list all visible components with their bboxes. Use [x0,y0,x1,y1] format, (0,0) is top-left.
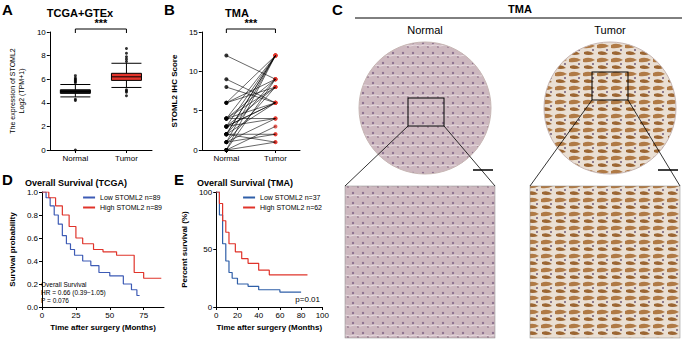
svg-text:Tumor: Tumor [264,154,287,163]
svg-text:20: 20 [233,311,242,320]
svg-text:HR = 0.66 (0.39−1.05): HR = 0.66 (0.39−1.05) [41,289,106,297]
svg-text:4: 4 [41,98,46,107]
svg-text:75: 75 [139,311,148,320]
svg-text:Low STOML2 n=37: Low STOML2 n=37 [260,194,320,201]
svg-text:Overall Survival: Overall Survival [41,281,87,288]
svg-text:TMA: TMA [508,3,532,15]
svg-text:Normal: Normal [407,24,442,36]
svg-text:6: 6 [41,75,46,84]
svg-text:p=0.01: p=0.01 [295,295,320,304]
svg-text:0.2: 0.2 [27,280,39,289]
svg-text:100: 100 [199,188,213,197]
svg-text:P = 0.076: P = 0.076 [41,297,69,304]
svg-text:STOML2 IHC Score: STOML2 IHC Score [170,54,179,127]
svg-text:15: 15 [189,28,198,37]
svg-text:TCGA+GTEx: TCGA+GTEx [47,7,114,19]
svg-text:0.0: 0.0 [27,303,39,312]
svg-text:TMA: TMA [225,7,249,19]
svg-text:50: 50 [203,245,212,254]
svg-text:Time after surgery (Months): Time after surgery (Months) [216,323,322,332]
svg-text:Log2 (TPM+1): Log2 (TPM+1) [18,69,26,114]
html-text:D: D [2,171,13,188]
svg-text:0: 0 [40,311,45,320]
svg-text:High STOML2 n=62: High STOML2 n=62 [260,204,322,212]
svg-text:Normal: Normal [213,154,239,163]
svg-text:0.6: 0.6 [27,234,39,243]
svg-text:80: 80 [297,311,306,320]
svg-text:8: 8 [41,51,46,60]
svg-text:25: 25 [71,311,80,320]
html-text:E: E [174,171,184,188]
svg-text:5: 5 [193,106,198,115]
svg-text:1.0: 1.0 [27,188,39,197]
html-text:B: B [164,1,175,18]
svg-text:0: 0 [214,311,219,320]
svg-text:0: 0 [41,146,46,155]
svg-text:50: 50 [105,311,114,320]
svg-text:Percent survival (%): Percent survival (%) [180,211,189,288]
html-text:A: A [2,1,13,18]
html-text:C: C [332,1,343,18]
svg-text:40: 40 [254,311,263,320]
svg-text:0: 0 [193,146,198,155]
svg-text:10: 10 [189,67,198,76]
svg-text:Survival probability: Survival probability [8,212,17,287]
svg-text:10: 10 [37,28,46,37]
svg-text:0: 0 [208,303,213,312]
svg-text:2: 2 [41,122,46,131]
svg-text:60: 60 [275,311,284,320]
svg-text:Overall Survival (TMA): Overall Survival (TMA) [197,178,293,188]
svg-text:Tumor: Tumor [594,24,626,36]
svg-text:The expression of STOML2: The expression of STOML2 [9,48,17,134]
svg-text:0.4: 0.4 [27,257,39,266]
svg-text:High STOML2 n=89: High STOML2 n=89 [100,204,162,212]
svg-text:100: 100 [316,311,330,320]
svg-text:0.8: 0.8 [27,211,39,220]
svg-text:Time after surgery (Months): Time after surgery (Months) [50,323,156,332]
svg-text:Tumor: Tumor [115,154,138,163]
svg-text:Low STOML2 n=89: Low STOML2 n=89 [100,194,160,201]
svg-text:Overall Survival (TCGA): Overall Survival (TCGA) [25,178,127,188]
svg-text:Normal: Normal [62,154,88,163]
